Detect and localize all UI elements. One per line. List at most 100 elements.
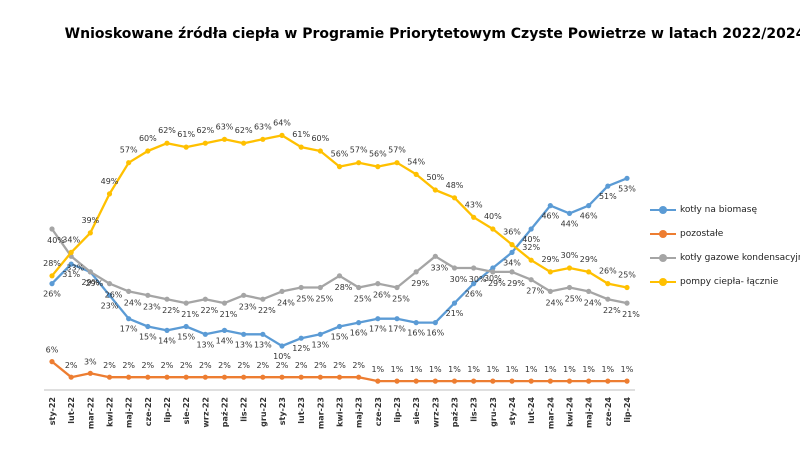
data-label: 1% [563, 365, 576, 374]
data-label: 39% [81, 216, 99, 225]
data-label: 29% [507, 279, 525, 288]
data-label: 15% [331, 333, 349, 342]
data-label: 2% [314, 361, 327, 370]
data-label: 21% [622, 310, 640, 319]
x-tick-label: sty-24 [508, 397, 517, 426]
x-tick-label: maj-23 [355, 397, 364, 428]
data-label: 23% [143, 302, 161, 311]
data-point [528, 378, 534, 384]
data-point [317, 374, 323, 380]
data-point [509, 242, 515, 248]
data-label: 1% [621, 365, 634, 374]
data-label: 63% [216, 122, 234, 131]
data-point [241, 292, 247, 298]
data-label: 48% [446, 181, 464, 190]
legend-label: pozostałe [680, 229, 724, 239]
data-point [145, 148, 151, 154]
data-label: 28% [43, 259, 61, 268]
data-label: 24% [584, 298, 602, 307]
legend-label: kotły gazowe kondensacyjne [680, 253, 800, 263]
x-tick-label: kwi-22 [106, 397, 115, 427]
x-tick-label: maj-22 [125, 397, 134, 428]
data-label: 2% [256, 361, 269, 370]
data-label: 2% [65, 361, 78, 370]
data-point [413, 320, 419, 326]
data-label: 21% [181, 310, 199, 319]
data-point [126, 316, 132, 322]
data-point [375, 164, 381, 170]
data-point [87, 370, 93, 376]
data-label: 13% [254, 340, 272, 349]
data-label: 34% [503, 258, 521, 267]
data-label: 40% [484, 212, 502, 221]
data-label: 2% [333, 361, 346, 370]
data-point [624, 284, 630, 291]
data-point [202, 140, 208, 146]
data-label: 25% [296, 295, 314, 304]
data-label: 22% [258, 306, 276, 315]
data-label: 12% [292, 344, 310, 353]
data-point [87, 269, 93, 275]
data-point [490, 269, 496, 275]
data-point [336, 323, 343, 330]
data-point [279, 343, 285, 349]
x-tick-label: maj-24 [585, 397, 594, 428]
data-label: 57% [120, 146, 138, 155]
data-label: 10% [273, 352, 291, 361]
data-label: 1% [486, 365, 499, 374]
data-point [49, 281, 55, 287]
data-label: 1% [448, 365, 461, 374]
data-point [528, 277, 534, 283]
data-label: 1% [582, 365, 595, 374]
data-label: 50% [426, 173, 444, 182]
data-label: 25% [392, 295, 410, 304]
data-label: 14% [158, 336, 176, 345]
data-point [451, 195, 458, 201]
x-tick-label: lut-24 [527, 397, 536, 424]
data-point [106, 191, 113, 197]
data-point [394, 378, 400, 384]
data-point [260, 331, 266, 337]
data-point [68, 249, 74, 255]
data-point [221, 374, 228, 380]
data-label: 13% [235, 340, 253, 349]
data-point [432, 187, 438, 193]
data-label: 46% [580, 212, 598, 221]
data-label: 24% [277, 298, 295, 307]
data-point [432, 320, 438, 326]
data-label: 22% [200, 306, 218, 315]
data-point [509, 249, 515, 255]
data-label: 25% [315, 295, 333, 304]
data-label: 1% [544, 365, 557, 374]
legend-item: kotły gazowe kondensacyjne [650, 253, 800, 277]
legend-item: pompy ciepła- łącznie [650, 277, 800, 301]
data-point [317, 331, 323, 337]
data-point [356, 160, 362, 166]
data-point [183, 374, 189, 380]
data-point [586, 203, 592, 209]
data-label: 25% [618, 271, 636, 280]
data-label: 49% [101, 177, 119, 186]
x-tick-label: lis-23 [470, 397, 479, 422]
data-label: 43% [465, 200, 483, 209]
data-label: 16% [407, 329, 425, 338]
data-label: 2% [276, 361, 289, 370]
data-point [183, 300, 189, 306]
data-point [605, 378, 611, 384]
data-label: 13% [311, 340, 329, 349]
data-label: 14% [216, 336, 234, 345]
data-point [566, 284, 573, 291]
data-label: 2% [180, 361, 193, 370]
data-label: 15% [139, 333, 157, 342]
x-tick-label: cze-23 [374, 397, 383, 426]
data-label: 1% [525, 365, 538, 374]
x-tick-label: sty-23 [278, 397, 287, 425]
data-point [241, 374, 247, 380]
data-point [356, 320, 362, 326]
data-point [68, 374, 74, 380]
data-point [586, 269, 592, 275]
data-point [356, 374, 362, 380]
data-label: 46% [541, 212, 559, 221]
data-label: 64% [273, 118, 291, 127]
legend-item: pozostałe [650, 229, 800, 253]
